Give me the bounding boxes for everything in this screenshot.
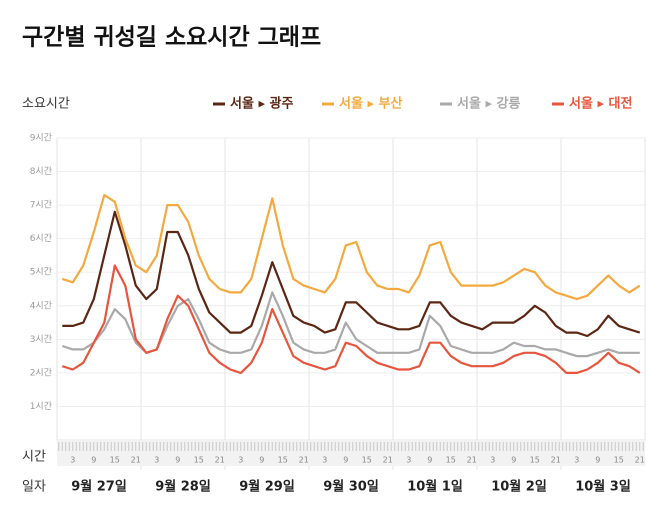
hour-strip <box>57 440 645 466</box>
x-tick-label: 3 <box>238 456 243 465</box>
day-label: 10월 2일 <box>491 479 547 495</box>
x-tick-label: 21 <box>551 456 561 465</box>
y-tick-label: 1시간 <box>30 401 52 412</box>
x-tick-label: 21 <box>215 456 225 465</box>
x-tick-label: 3 <box>154 456 159 465</box>
day-label: 9월 28일 <box>155 479 211 495</box>
x-tick-label: 9 <box>427 456 432 465</box>
x-tick-label: 21 <box>383 456 393 465</box>
x-tick-label: 3 <box>70 456 75 465</box>
x-axis-label: 시간 <box>22 450 46 465</box>
y-tick-label: 8시간 <box>30 166 52 177</box>
x-tick-label: 15 <box>530 456 540 465</box>
y-tick-label: 3시간 <box>30 334 52 345</box>
day-label: 9월 30일 <box>323 479 379 495</box>
x-tick-label: 3 <box>490 456 495 465</box>
x-tick-label: 15 <box>614 456 624 465</box>
day-label: 10월 1일 <box>407 479 463 495</box>
y-axis-label: 소요시간 <box>22 97 70 112</box>
legend-label: 서울 ▸ 부산 <box>339 96 402 112</box>
plot-frame <box>56 137 646 441</box>
x-tick-label: 21 <box>467 456 477 465</box>
day-label: 9월 29일 <box>239 479 295 495</box>
legend-label: 서울 ▸ 광주 <box>230 96 293 112</box>
x-tick-label: 21 <box>635 456 645 465</box>
y-tick-label: 4시간 <box>30 300 52 311</box>
y-tick-label: 2시간 <box>30 367 52 378</box>
x-tick-label: 3 <box>322 456 327 465</box>
x-tick-label: 15 <box>278 456 288 465</box>
x-tick-label: 9 <box>343 456 348 465</box>
day-axis-label: 일자 <box>22 480 46 495</box>
y-tick-label: 9시간 <box>30 133 52 144</box>
series-line <box>62 210 641 338</box>
x-tick-label: 9 <box>175 456 180 465</box>
x-tick-label: 15 <box>362 456 372 465</box>
x-tick-label: 3 <box>574 456 579 465</box>
x-tick-label: 3 <box>406 456 411 465</box>
day-label: 10월 3일 <box>575 479 631 495</box>
x-tick-label: 9 <box>595 456 600 465</box>
chart-title: 구간별 귀성길 소요시간 그래프 <box>22 25 321 51</box>
x-tick-label: 15 <box>110 456 120 465</box>
x-tick-label: 9 <box>259 456 264 465</box>
series-line <box>61 264 641 374</box>
y-tick-label: 5시간 <box>30 267 52 278</box>
y-tick-label: 6시간 <box>30 233 52 244</box>
x-tick-label: 21 <box>299 456 309 465</box>
x-tick-label: 15 <box>446 456 456 465</box>
series-line <box>61 193 641 301</box>
legend-label: 서울 ▸ 대전 <box>569 96 632 112</box>
legend-label: 서울 ▸ 강릉 <box>457 96 520 112</box>
day-label: 9월 27일 <box>71 479 127 495</box>
y-tick-label: 7시간 <box>30 200 52 211</box>
x-tick-label: 21 <box>131 456 141 465</box>
x-tick-label: 9 <box>91 456 96 465</box>
x-tick-label: 15 <box>194 456 204 465</box>
x-tick-label: 9 <box>511 456 516 465</box>
